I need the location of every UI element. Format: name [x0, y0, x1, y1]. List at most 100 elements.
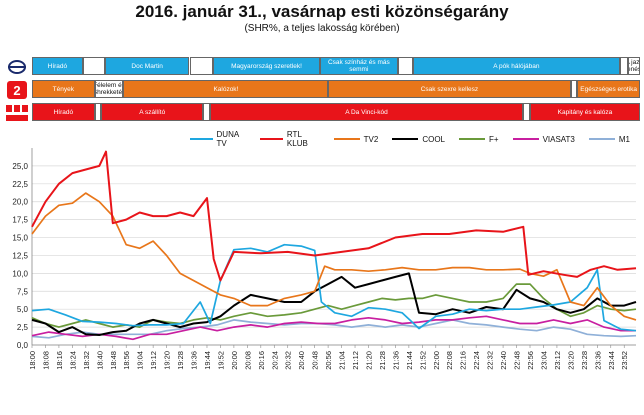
program-block: A Da Vinci-kód [209, 103, 524, 121]
rtl-klub-logo-icon [4, 103, 30, 123]
line-chart: 0,0 2,5 5,0 7,5 10,0 12,5 15,0 17,5 20,0 22,5 25,0… [12, 148, 637, 370]
x-tick-label: 23:04 [539, 351, 548, 370]
legend-swatch [588, 138, 615, 140]
y-tick-label: 0,0 [17, 341, 29, 350]
legend-swatch [333, 138, 360, 140]
program-block: Doc Martin [104, 57, 190, 75]
x-tick-label: 18:56 [122, 351, 131, 370]
program-block: Félelem és Shrekketés [94, 80, 124, 98]
program-block: Kapitány és kalóza [529, 103, 640, 121]
x-tick-label: 19:44 [203, 351, 212, 370]
svg-text:2: 2 [13, 83, 20, 98]
x-tick-label: 21:28 [378, 351, 387, 370]
series-line-tv2 [31, 192, 637, 321]
y-tick-label: 10,0 [12, 269, 28, 278]
y-tick-label: 22,5 [12, 180, 28, 189]
legend-item: COOL [392, 130, 445, 148]
legend-label: VIASAT3 [542, 134, 575, 144]
series-line-m1 [31, 319, 637, 339]
program-block [397, 57, 414, 75]
x-tick-label: 20:00 [230, 351, 239, 370]
legend-item: VIASAT3 [512, 130, 575, 148]
y-tick-label: 17,5 [12, 216, 28, 225]
x-tick-label: 18:32 [82, 351, 91, 370]
x-tick-label: 18:24 [68, 351, 77, 370]
x-tick-label: 20:40 [297, 351, 306, 370]
legend-label: DUNA TV [216, 130, 239, 148]
program-block: Kalózok! [123, 80, 329, 98]
chart-subtitle: (SHR%, a teljes lakosság körében) [244, 23, 400, 34]
x-tick-label: 20:08 [243, 351, 252, 370]
series-line-rtl-klub [31, 150, 637, 282]
program-block: Híradó [32, 57, 83, 75]
x-tick-label: 19:12 [149, 351, 158, 370]
x-tick-label: 18:40 [95, 351, 104, 370]
program-block [570, 80, 578, 98]
x-tick-label: 19:52 [216, 351, 225, 370]
x-tick-label: 22:16 [459, 351, 468, 370]
x-tick-label: 23:28 [580, 351, 589, 370]
legend-swatch [392, 138, 419, 140]
x-tick-label: 18:48 [109, 351, 118, 370]
x-tick-label: 21:52 [418, 351, 427, 370]
y-tick-label: 25,0 [12, 162, 28, 171]
duna-tv-schedule: Híradó Doc Martin Magyarország szeretlek! C… [32, 57, 640, 77]
y-tick-label: 15,0 [12, 234, 28, 243]
x-tick-label: 21:36 [391, 351, 400, 370]
duna-tv-logo-icon [4, 57, 30, 77]
x-tick-label: 23:44 [607, 351, 616, 370]
x-tick-label: 20:24 [270, 351, 279, 370]
legend-item: F+ [459, 130, 499, 148]
program-block: Csak színház és más semmi [319, 57, 398, 75]
program-block: Egészséges erotika [577, 80, 640, 98]
x-tick-label: 22:00 [432, 351, 441, 370]
legend-label: COOL [422, 134, 445, 144]
x-tick-label: 23:36 [593, 351, 602, 370]
legend-item: DUNA TV [190, 130, 246, 148]
x-tick-label: 19:36 [190, 351, 199, 370]
program-block: Tények [32, 80, 95, 98]
program-block [523, 103, 530, 121]
y-tick-label: 12,5 [12, 251, 28, 260]
x-tick-label: 18:16 [55, 351, 64, 370]
legend-swatch [260, 138, 283, 140]
program-block [189, 57, 214, 75]
x-tick-label: 21:04 [338, 351, 347, 370]
x-tick-label: 23:20 [566, 351, 575, 370]
x-tick-label: 19:20 [163, 351, 172, 370]
legend-label: TV2 [363, 134, 379, 144]
legend-swatch [459, 138, 485, 140]
program-block [619, 57, 629, 75]
legend-label: M1 [618, 134, 630, 144]
x-tick-label: 18:08 [41, 351, 50, 370]
y-tick-label: 2,5 [17, 323, 29, 332]
legend-label: F+ [489, 134, 499, 144]
program-block [82, 57, 105, 75]
series-line-viasat3 [31, 315, 636, 341]
chart-legend: DUNA TV RTL KLUB TV2 COOL F+ VIASAT3 M1 [190, 130, 644, 148]
x-tick-label: 22:56 [526, 351, 535, 370]
program-block [203, 103, 210, 121]
program-block [94, 103, 102, 121]
x-tick-label: 20:48 [311, 351, 320, 370]
rtl-klub-schedule: Híradó A szállító A Da Vinci-kód Kapitány é… [32, 103, 640, 123]
x-tick-label: 20:32 [284, 351, 293, 370]
y-tick-label: 5,0 [17, 305, 29, 314]
x-tick-label: 20:56 [324, 351, 333, 370]
x-tick-label: 22:40 [499, 351, 508, 370]
legend-item: TV2 [333, 130, 379, 148]
x-tick-label: 22:48 [513, 351, 522, 370]
x-tick-label: 23:52 [620, 351, 629, 370]
x-tick-label: 20:16 [257, 351, 266, 370]
chart-title: 2016. január 31., vasárnap esti közönség… [135, 2, 509, 21]
program-block: A jazz zenész [628, 57, 640, 75]
program-block: Csak szexre kellesz [328, 80, 571, 98]
program-block: Híradó [32, 103, 95, 121]
legend-label: RTL KLUB [286, 130, 308, 148]
program-block: Magyarország szeretlek! [213, 57, 320, 75]
x-tick-label: 22:08 [445, 351, 454, 370]
x-tick-label: 21:20 [364, 351, 373, 370]
y-tick-label: 7,5 [17, 287, 29, 296]
legend-item: M1 [588, 130, 630, 148]
